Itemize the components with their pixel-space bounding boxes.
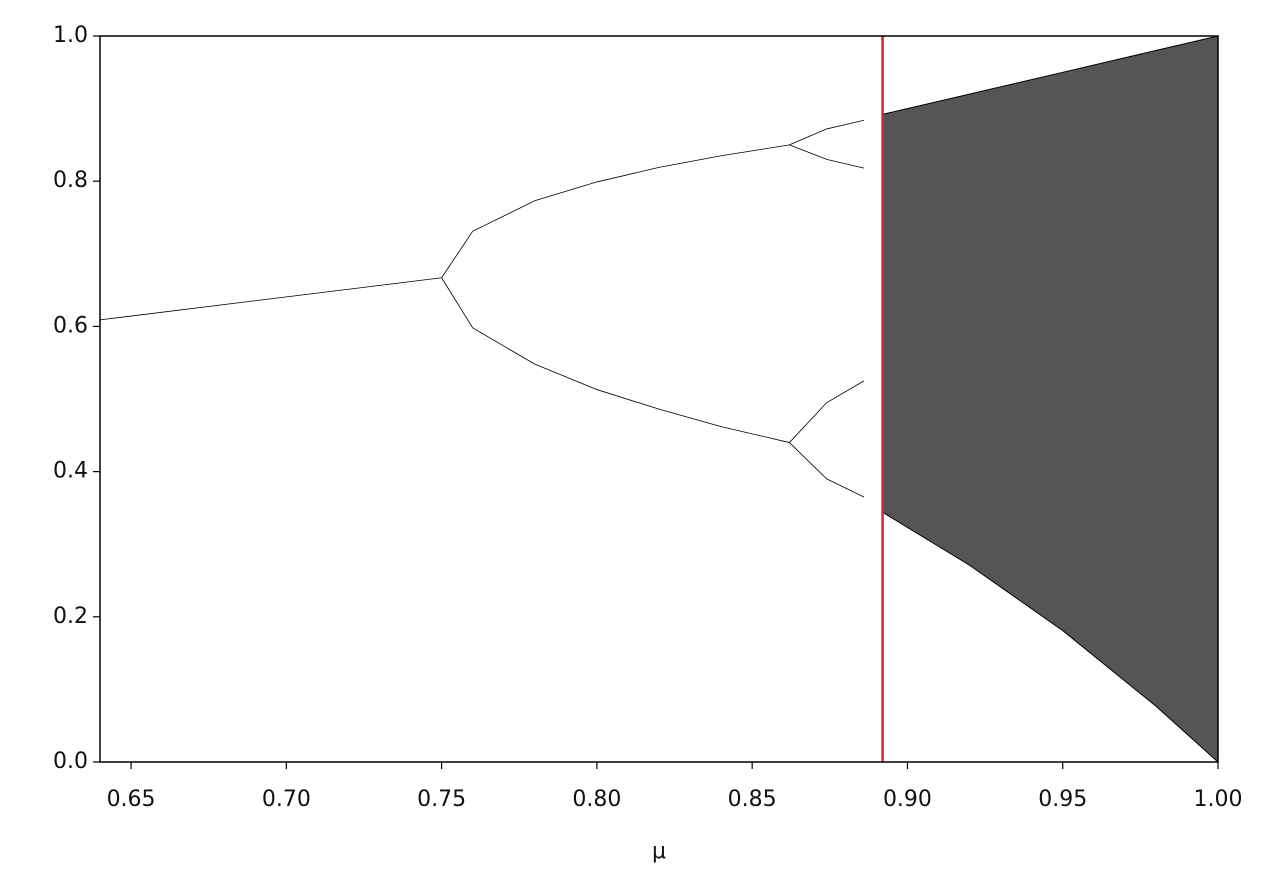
y-tick-label: 0.0 bbox=[53, 749, 88, 774]
x-tick-label: 0.95 bbox=[1038, 787, 1087, 812]
branch-line bbox=[789, 144, 865, 169]
branch-line bbox=[789, 380, 865, 443]
x-tick-label: 0.90 bbox=[883, 787, 932, 812]
y-tick-label: 0.2 bbox=[53, 604, 88, 629]
y-tick-label: 1.0 bbox=[53, 23, 88, 48]
branch-line bbox=[441, 277, 790, 443]
x-axis-label: μ bbox=[652, 839, 666, 864]
x-tick-label: 1.00 bbox=[1194, 787, 1243, 812]
x-tick-label: 0.75 bbox=[417, 787, 466, 812]
y-tick-label: 0.8 bbox=[53, 168, 88, 193]
y-tick-label: 0.4 bbox=[53, 459, 88, 484]
y-tick-label: 0.6 bbox=[53, 313, 88, 338]
x-tick-label: 0.85 bbox=[728, 787, 777, 812]
x-tick-label: 0.70 bbox=[262, 787, 311, 812]
branch-line bbox=[789, 442, 865, 498]
branch-line bbox=[99, 277, 442, 321]
x-tick-label: 0.65 bbox=[107, 787, 156, 812]
axes-frame bbox=[99, 35, 1219, 763]
chaotic-band bbox=[882, 35, 1219, 764]
x-tick-label: 0.80 bbox=[572, 787, 621, 812]
branch-line bbox=[441, 144, 790, 278]
branch-line bbox=[789, 119, 865, 146]
